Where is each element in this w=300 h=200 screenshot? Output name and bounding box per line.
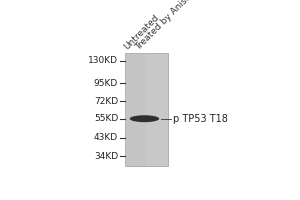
Bar [125,53,146,166]
Text: p TP53 T18: p TP53 T18 [173,114,228,124]
Text: 130KD: 130KD [88,56,118,65]
Text: 55KD: 55KD [94,114,118,123]
Text: Treated by Anisomycin: Treated by Anisomycin [134,0,212,52]
Text: 95KD: 95KD [94,79,118,88]
Ellipse shape [130,115,159,122]
Text: Untreated: Untreated [123,13,161,52]
Text: 72KD: 72KD [94,97,118,106]
Text: 43KD: 43KD [94,133,118,142]
Text: 34KD: 34KD [94,152,118,161]
Bar [125,53,168,166]
